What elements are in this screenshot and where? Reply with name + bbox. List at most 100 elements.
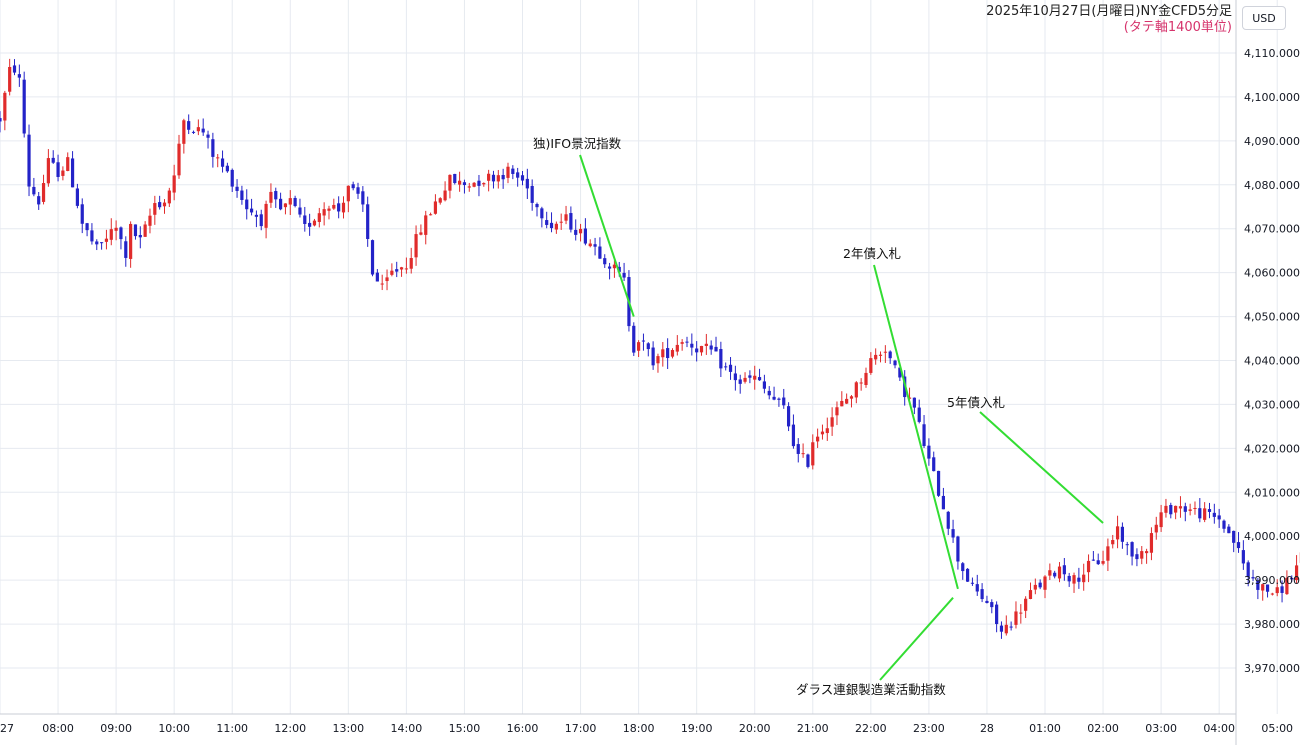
candle-body (1251, 577, 1255, 579)
candle-body (235, 186, 239, 191)
candle-body (559, 221, 563, 223)
candle-body (786, 406, 791, 427)
candle-body (525, 178, 529, 189)
candle-body (1077, 577, 1081, 582)
candle-body (293, 197, 297, 207)
candle-body (1178, 506, 1183, 509)
gridlines (0, 0, 1278, 714)
candle-body (617, 266, 621, 272)
candle-body (196, 127, 200, 132)
candle-body (985, 600, 989, 603)
candle-body (593, 244, 597, 247)
candle-body (1125, 544, 1129, 546)
candle-body (1053, 572, 1057, 577)
candle-body (0, 118, 2, 122)
candle-body (545, 220, 549, 225)
annotation-label: 2年債入札 (843, 246, 901, 261)
y-tick-label: 4,110.000 (1244, 47, 1300, 60)
candle-body (366, 204, 370, 240)
annotation-label: 独)IFO景況指数 (533, 136, 622, 151)
candle-body (1111, 540, 1115, 545)
candle-body (907, 397, 912, 399)
candle-body (254, 214, 259, 217)
y-tick-label: 4,060.000 (1244, 267, 1300, 280)
candle-body (995, 604, 999, 625)
candle-body (864, 372, 868, 386)
candle-body (1082, 574, 1086, 583)
candle-body (448, 174, 452, 191)
candle-body (757, 377, 762, 381)
candle-body (724, 366, 728, 368)
candle-body (820, 431, 825, 435)
candle-body (80, 204, 84, 224)
candle-body (8, 66, 12, 92)
chart-title-block: 2025年10月27日(月曜日)NY金CFD5分足 (タテ軸1400単位) (986, 4, 1232, 36)
candle-body (767, 390, 771, 396)
candle-body (1280, 586, 1284, 593)
candle-body (670, 350, 675, 357)
candle-body (549, 222, 554, 229)
candle-body (206, 134, 210, 138)
candle-body (375, 272, 379, 282)
candle-body (854, 382, 858, 398)
candle-body (1203, 508, 1207, 520)
candle-body (801, 453, 805, 455)
y-tick-label: 4,030.000 (1244, 398, 1300, 411)
candle-body (27, 134, 31, 187)
candle-body (409, 258, 413, 269)
candle-body (70, 158, 75, 188)
candle-body (622, 272, 626, 278)
candle-body (487, 173, 491, 181)
x-tick-label: 05:00 (1261, 722, 1293, 735)
candle-body (578, 228, 583, 234)
candle-body (404, 268, 408, 270)
candle-body (598, 246, 602, 259)
candle-body (269, 191, 273, 203)
y-tick-label: 4,040.000 (1244, 355, 1300, 368)
candle-body (1019, 612, 1023, 614)
candle-body (709, 345, 713, 350)
candle-body (772, 396, 776, 400)
candle-body (874, 354, 878, 360)
candle-body (191, 131, 196, 133)
y-tick-label: 4,100.000 (1244, 91, 1300, 104)
candle-body (1086, 560, 1091, 573)
candle-body (433, 201, 438, 214)
candle-body (370, 240, 375, 275)
candle-body (312, 220, 317, 226)
candle-body (467, 186, 471, 188)
candle-body (496, 175, 500, 182)
candle-body (1028, 590, 1033, 599)
candle-body (574, 229, 578, 235)
candle-body (337, 203, 341, 212)
candle-body (172, 175, 176, 193)
candle-body (424, 215, 428, 235)
candle-body (399, 267, 404, 270)
currency-button[interactable]: USD (1242, 6, 1286, 30)
candle-body (816, 436, 820, 442)
candle-body (249, 208, 254, 213)
candle-body (1188, 509, 1192, 511)
candle-body (419, 232, 423, 235)
candle-body (569, 213, 573, 230)
candle-body (1057, 566, 1062, 579)
candle-body (1241, 550, 1245, 564)
candle-body (1067, 575, 1071, 582)
candle-body (651, 347, 655, 366)
candle-body (317, 213, 321, 222)
candle-body (17, 74, 21, 78)
candle-body (138, 234, 142, 238)
candle-body (675, 344, 679, 352)
candle-body (690, 343, 694, 348)
candle-body (946, 511, 950, 529)
candle-body (1009, 626, 1013, 628)
candle-body (704, 343, 708, 346)
y-tick-label: 4,070.000 (1244, 223, 1300, 236)
candle-body (22, 79, 26, 134)
candle-body (530, 185, 534, 203)
y-tick-label: 3,970.000 (1244, 662, 1300, 675)
candle-body (390, 270, 394, 275)
candle-body (298, 207, 302, 215)
candle-body (1004, 624, 1008, 634)
candle-body (361, 191, 365, 205)
